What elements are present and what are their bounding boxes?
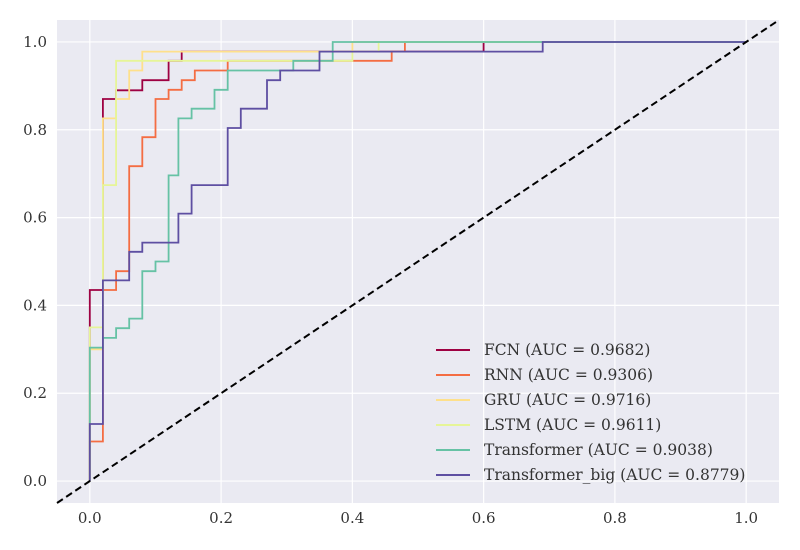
y-tick-label: 1.0 xyxy=(23,33,47,51)
y-tick-label: 0.4 xyxy=(23,296,47,314)
y-tick-label: 0.6 xyxy=(23,209,47,227)
roc-curve-transformer-big xyxy=(88,41,747,481)
legend-label: Transformer (AUC = 0.9038) xyxy=(484,441,713,459)
legend-label: FCN (AUC = 0.9682) xyxy=(484,341,650,359)
chance-diagonal-line xyxy=(56,19,780,504)
x-tick-label: 0.2 xyxy=(209,509,233,527)
x-tick-label: 0.6 xyxy=(472,509,496,527)
roc-curve-rnn xyxy=(88,41,747,481)
legend-label: RNN (AUC = 0.9306) xyxy=(484,366,653,384)
y-axis-ticks: 0.0 0.2 0.4 0.6 0.8 1.0 xyxy=(23,33,47,490)
y-tick-label: 0.8 xyxy=(23,121,47,139)
legend-label: LSTM (AUC = 0.9611) xyxy=(484,416,661,434)
x-tick-label: 0.0 xyxy=(78,509,102,527)
grid-lines xyxy=(57,20,779,503)
y-tick-label: 0.0 xyxy=(23,472,47,490)
x-tick-label: 1.0 xyxy=(734,509,758,527)
roc-curves xyxy=(88,41,747,481)
roc-curve-transformer xyxy=(88,41,747,481)
x-axis-ticks: 0.0 0.2 0.4 0.6 0.8 1.0 xyxy=(78,509,758,527)
legend: FCN (AUC = 0.9682) RNN (AUC = 0.9306) GRU … xyxy=(436,341,745,484)
legend-label: GRU (AUC = 0.9716) xyxy=(484,391,651,409)
x-tick-label: 0.8 xyxy=(603,509,627,527)
roc-curve-lstm xyxy=(88,41,747,481)
x-tick-label: 0.4 xyxy=(340,509,364,527)
y-tick-label: 0.2 xyxy=(23,384,47,402)
legend-label: Transformer_big (AUC = 0.8779) xyxy=(484,466,745,484)
